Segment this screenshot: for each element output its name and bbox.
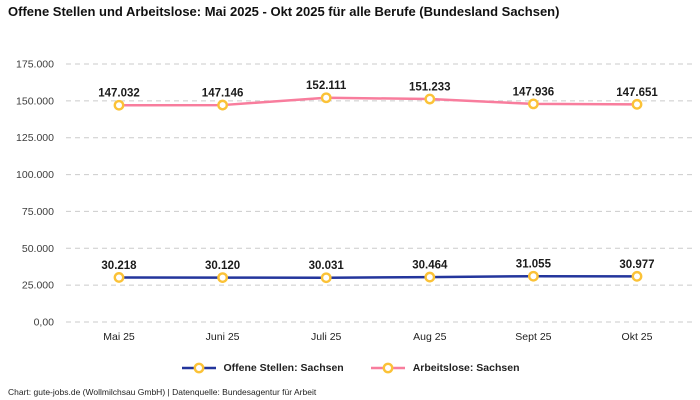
y-tick-label: 75.000 xyxy=(22,206,54,218)
data-point-marker xyxy=(113,99,125,111)
data-point-label: 31.055 xyxy=(516,259,552,271)
attribution-footer: Chart: gute-jobs.de (Wollmilchsau GmbH) … xyxy=(8,387,317,397)
data-point-label: 151.233 xyxy=(409,82,451,94)
data-point-marker xyxy=(631,98,643,110)
x-tick-label: Okt 25 xyxy=(622,331,653,343)
legend-swatch-line-marker-icon xyxy=(370,362,405,374)
data-point-label: 30.120 xyxy=(205,260,240,272)
data-point-marker xyxy=(217,272,229,283)
data-point-marker xyxy=(320,92,332,104)
data-point-marker xyxy=(631,270,643,282)
legend-item-arbeitslose: Arbeitslose: Sachsen xyxy=(370,362,520,374)
x-tick-label: Aug 25 xyxy=(413,331,446,343)
chart-legend: Offene Stellen: Sachsen Arbeitslose: Sac… xyxy=(0,362,700,374)
data-point-marker xyxy=(528,270,539,282)
data-point-label: 30.464 xyxy=(412,260,448,272)
data-point-label: 30.977 xyxy=(619,259,654,271)
data-point-label: 30.218 xyxy=(101,260,137,272)
data-point-label: 147.032 xyxy=(98,88,140,100)
data-point-label: 147.146 xyxy=(202,88,244,100)
x-tick-label: Mai 25 xyxy=(103,331,135,343)
data-point-label: 152.111 xyxy=(306,80,347,92)
chart-title: Offene Stellen und Arbeitslose: Mai 2025… xyxy=(8,4,560,19)
data-point-label: 147.936 xyxy=(513,86,555,98)
data-point-marker xyxy=(424,93,436,105)
data-point-marker xyxy=(320,272,332,284)
series-line xyxy=(117,274,639,279)
y-tick-label: 125.000 xyxy=(16,132,54,144)
y-tick-label: 50.000 xyxy=(22,243,54,255)
legend-swatch-line-marker-icon xyxy=(181,362,216,374)
data-point-marker xyxy=(424,271,436,283)
x-tick-label: Sept 25 xyxy=(515,331,551,343)
data-point-marker xyxy=(528,98,539,110)
y-tick-label: 25.000 xyxy=(22,280,54,292)
y-tick-label: 175.000 xyxy=(16,59,54,71)
data-point-marker xyxy=(217,99,229,111)
legend-label-arbeitslose: Arbeitslose: Sachsen xyxy=(412,362,520,374)
y-tick-label: 150.000 xyxy=(16,95,54,107)
data-point-marker xyxy=(113,272,125,283)
x-tick-label: Juni 25 xyxy=(206,331,240,343)
y-tick-label: 100.000 xyxy=(16,169,54,181)
series-line xyxy=(117,96,639,107)
y-tick-label: 0,00 xyxy=(34,317,55,329)
legend-label-offene-stellen: Offene Stellen: Sachsen xyxy=(223,362,344,374)
legend-item-offene-stellen: Offene Stellen: Sachsen xyxy=(181,362,344,374)
x-tick-label: Juli 25 xyxy=(311,331,342,343)
data-point-label: 147.651 xyxy=(616,87,658,99)
data-point-label: 30.031 xyxy=(309,260,345,272)
